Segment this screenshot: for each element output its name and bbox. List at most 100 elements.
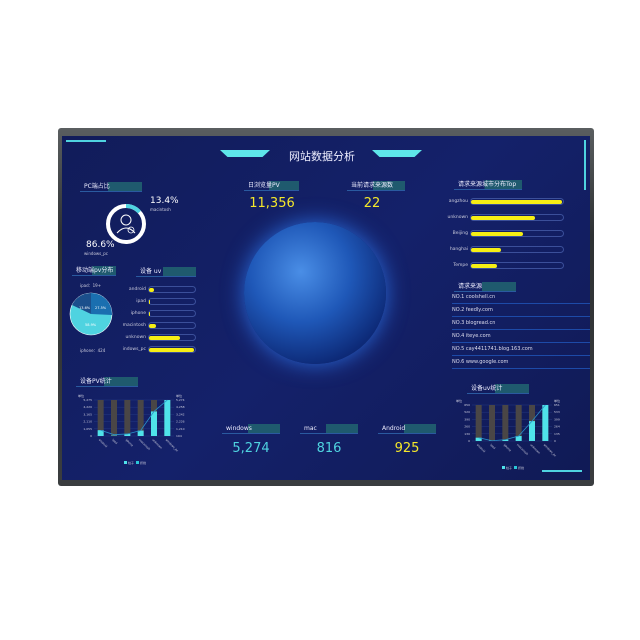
device-uv-track <box>148 334 196 341</box>
y-tick-left: 390 <box>464 417 470 421</box>
x-tick-label: ipad <box>111 438 118 445</box>
device-uv-label: indows_pc <box>122 347 146 352</box>
source-item[interactable]: NO.1 coolshell.cn <box>452 292 590 304</box>
y-tick-right: 3,242 <box>176 412 185 416</box>
device-uv-row: ipad <box>136 298 196 305</box>
bar-unknown <box>529 421 535 441</box>
device-uv-label: android <box>128 287 146 292</box>
city-label: hanghai <box>449 247 468 252</box>
legend-swatch-bar <box>502 466 505 469</box>
header-decoration-left <box>220 150 270 157</box>
bar-background <box>515 405 522 441</box>
page-title: 网站数据分析 <box>289 150 355 163</box>
dashboard-screen: 网站数据分析 PC端占比 13.4% macintosh 86.6% windo… <box>62 136 590 480</box>
sources-title: 请求来源 <box>454 282 516 292</box>
city-fill <box>471 199 562 204</box>
source-item[interactable]: NO.6 www.google.com <box>452 357 590 369</box>
device-uv-row: macintosh <box>123 322 196 329</box>
city-fill <box>471 263 498 268</box>
bar-unknown <box>151 411 157 436</box>
y-tick-left: 4,220 <box>83 405 92 409</box>
x-tick-label: android <box>98 438 108 448</box>
bar-android <box>475 437 482 441</box>
device-uv-track <box>148 346 196 353</box>
y-tick-right: 1,210 <box>176 427 185 431</box>
device-uv-row: android <box>129 286 196 293</box>
y-tick-right: 135 <box>554 432 560 436</box>
daily-pv-value: 11,356 <box>249 196 295 211</box>
city-fill <box>471 215 535 220</box>
device-uv-fill <box>149 347 194 352</box>
legend-bar: 柱子 <box>128 460 134 465</box>
city-label: Tempe <box>453 263 468 268</box>
header-decoration-right <box>372 150 422 157</box>
device-uv-row: indows_pc <box>123 346 196 353</box>
y-tick-right: 533 <box>554 410 560 414</box>
win-label: windows_pc <box>84 251 108 256</box>
device-uv-label: ipad <box>136 299 146 304</box>
y-tick-right: 2,226 <box>176 420 185 424</box>
y-unit-right: 单位 <box>176 393 182 398</box>
pie-label-27: 27.5% <box>95 306 107 310</box>
bar-background <box>137 400 144 436</box>
y-tick-left: 130 <box>464 432 470 436</box>
bar-iphone <box>124 433 131 436</box>
device-uv-title: 设备 uv <box>136 267 196 277</box>
device-uv-row: unknown <box>126 334 196 341</box>
pv-chart-title: 设备PV统计 <box>76 377 138 387</box>
city-label: angzhou <box>448 199 468 204</box>
user-check-icon <box>116 214 136 234</box>
bar-windows_pc <box>542 405 549 441</box>
device-uv-label: iphone <box>130 311 146 316</box>
legend-line: 折线 <box>518 465 524 470</box>
os-stat-value: 925 <box>394 441 420 456</box>
city-row: Tempe <box>453 262 564 269</box>
city-row: Beijing <box>453 230 564 237</box>
pc-ratio-donut <box>106 204 146 244</box>
source-item[interactable]: NO.4 iteye.com <box>452 331 590 343</box>
city-row: angzhou <box>449 198 564 205</box>
city-top-title: 请求来源城市分布Top <box>454 180 522 190</box>
y-tick-right: 5,274 <box>176 398 185 402</box>
source-item[interactable]: NO.5 cay4411741.blog.163.com <box>452 344 590 356</box>
y-tick-left: 2,110 <box>83 420 92 424</box>
device-uv-track <box>148 322 196 329</box>
bar-background <box>502 405 509 441</box>
bar-background <box>489 405 495 441</box>
x-tick-label: ipad <box>489 443 496 450</box>
bar-macintosh <box>515 436 522 441</box>
source-item[interactable]: NO.2 feedly.com <box>452 305 590 317</box>
source-item[interactable]: NO.3 blogread.cn <box>452 318 590 330</box>
mac-label: macintosh <box>150 207 171 212</box>
y-unit-left: 单位 <box>78 393 84 398</box>
y-tick-left: 0 <box>90 434 92 438</box>
city-row: unknown <box>448 214 564 221</box>
city-fill <box>471 231 523 236</box>
bar-background <box>111 400 117 436</box>
request-count-title: 当前请求来源数 <box>347 181 405 191</box>
y-tick-left: 5,275 <box>83 398 92 402</box>
y-unit-left: 单位 <box>456 398 462 403</box>
globe-image <box>244 222 386 364</box>
city-fill <box>471 247 502 252</box>
bar-background <box>124 400 131 436</box>
daily-pv-title: 日浏览量PV <box>244 181 299 191</box>
device-uv-track <box>148 298 196 305</box>
y-tick-right: 194 <box>176 434 182 438</box>
y-tick-right: 4,258 <box>176 405 185 409</box>
y-tick-left: 520 <box>464 410 470 414</box>
bar-iphone <box>502 439 509 441</box>
city-label: unknown <box>447 215 468 220</box>
device-uv-fill <box>149 299 150 304</box>
frame-corner-tl <box>66 140 106 142</box>
x-tick-label: macintosh <box>138 438 151 451</box>
x-tick-label: iphone <box>503 443 513 453</box>
bar-windows_pc <box>164 400 171 436</box>
legend-bar: 柱子 <box>506 465 512 470</box>
city-row: hanghai <box>450 246 564 253</box>
x-tick-label: macintosh <box>516 443 529 456</box>
legend-swatch-bar <box>124 461 127 464</box>
device-uv-row: iphone <box>131 310 196 317</box>
